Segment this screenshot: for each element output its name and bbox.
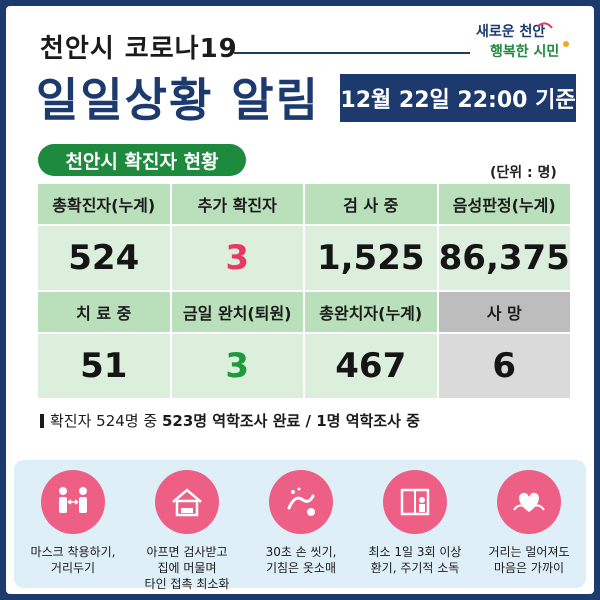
stats-header-row-2: 치 료 중 금일 완치(퇴원) 총완치자(누계) 사 망	[38, 292, 570, 332]
guideline-item: 마스크 착용하기, 거리두기	[18, 470, 128, 576]
guideline-item: 아프면 검사받고 집에 머물며 타인 접촉 최소화	[132, 470, 242, 592]
guideline-label: 마스크 착용하기, 거리두기	[30, 545, 116, 575]
page-subtitle: 천안시 코로나19	[40, 34, 238, 64]
stat-label-recovered-today: 금일 완치(퇴원)	[171, 292, 303, 332]
stat-label-in-treatment: 치 료 중	[38, 292, 170, 332]
logo-line2: 행복한 시민	[490, 43, 559, 60]
mask-distance-icon	[41, 470, 105, 534]
page-title: 일일상황 알림	[36, 73, 320, 127]
stat-value-total-confirmed: 524	[38, 226, 170, 290]
stat-value-testing: 1,525	[305, 226, 437, 290]
stat-value-negative: 86,375	[438, 226, 570, 290]
stat-label-testing: 검 사 중	[305, 184, 437, 224]
note-bullet	[40, 413, 44, 428]
logo-line1: 새로운 천안	[476, 23, 545, 40]
notice-card: 천안시 코로나19 새로운 천안 행복한 시민 일일상황 알림 12월 22일 …	[6, 6, 594, 594]
guidelines-panel: 마스크 착용하기, 거리두기 아프면 검사받고 집에 머물며 타인 접촉 최소화	[14, 460, 586, 591]
stats-grid: 총확진자(누계) 추가 확진자 검 사 중 음성판정(누계) 524 3 1,5…	[38, 184, 570, 400]
stat-label-total-confirmed: 총확진자(누계)	[38, 184, 170, 224]
guideline-label: 30초 손 씻기, 기침은 옷소매	[265, 545, 337, 575]
title-rule	[234, 52, 470, 54]
stats-value-row-2: 51 3 467 6	[38, 334, 570, 398]
stat-value-new-confirmed: 3	[171, 226, 303, 290]
stat-value-deaths: 6	[438, 334, 570, 398]
stats-value-row-1: 524 3 1,525 86,375	[38, 226, 570, 290]
epidemiology-note: 확진자 524명 중 523명 역학조사 완료 / 1명 역학조사 중	[40, 410, 420, 431]
city-slogan-logo-icon: 새로운 천안 행복한 시민	[476, 22, 569, 60]
stats-header-row-1: 총확진자(누계) 추가 확진자 검 사 중 음성판정(누계)	[38, 184, 570, 224]
stat-label-new-confirmed: 추가 확진자	[171, 184, 303, 224]
city-logo: 새로운 천안 행복한 시민	[468, 18, 578, 64]
date-badge: 12월 22일 22:00 기준	[340, 74, 576, 122]
guideline-label: 최소 1일 3회 이상 환기, 주기적 소독	[368, 545, 462, 575]
hand-wash-icon	[269, 470, 333, 534]
guideline-item: 30초 손 씻기, 기침은 옷소매	[246, 470, 356, 576]
stat-value-recovered-today: 3	[171, 334, 303, 398]
note-prefix: 확진자 524명 중	[50, 412, 158, 430]
stat-label-negative: 음성판정(누계)	[438, 184, 570, 224]
guideline-item: 최소 1일 3회 이상 환기, 주기적 소독	[360, 470, 470, 576]
home-stay-icon	[155, 470, 219, 534]
ventilation-icon	[383, 470, 447, 534]
stat-value-in-treatment: 51	[38, 334, 170, 398]
stat-label-total-recovered: 총완치자(누계)	[305, 292, 437, 332]
guideline-label: 아프면 검사받고 집에 머물며 타인 접촉 최소화	[144, 545, 230, 591]
section-title: 천안시 확진자 현황	[38, 144, 246, 176]
guideline-item: 거리는 멀어져도 마음은 가까이	[474, 470, 584, 576]
heart-hands-icon	[497, 470, 561, 534]
note-bold: 523명 역학조사 완료 / 1명 역학조사 중	[161, 412, 420, 430]
stat-value-total-recovered: 467	[305, 334, 437, 398]
stat-label-deaths: 사 망	[438, 292, 570, 332]
unit-label: (단위 : 명)	[490, 165, 557, 181]
guideline-label: 거리는 멀어져도 마음은 가까이	[488, 545, 570, 575]
